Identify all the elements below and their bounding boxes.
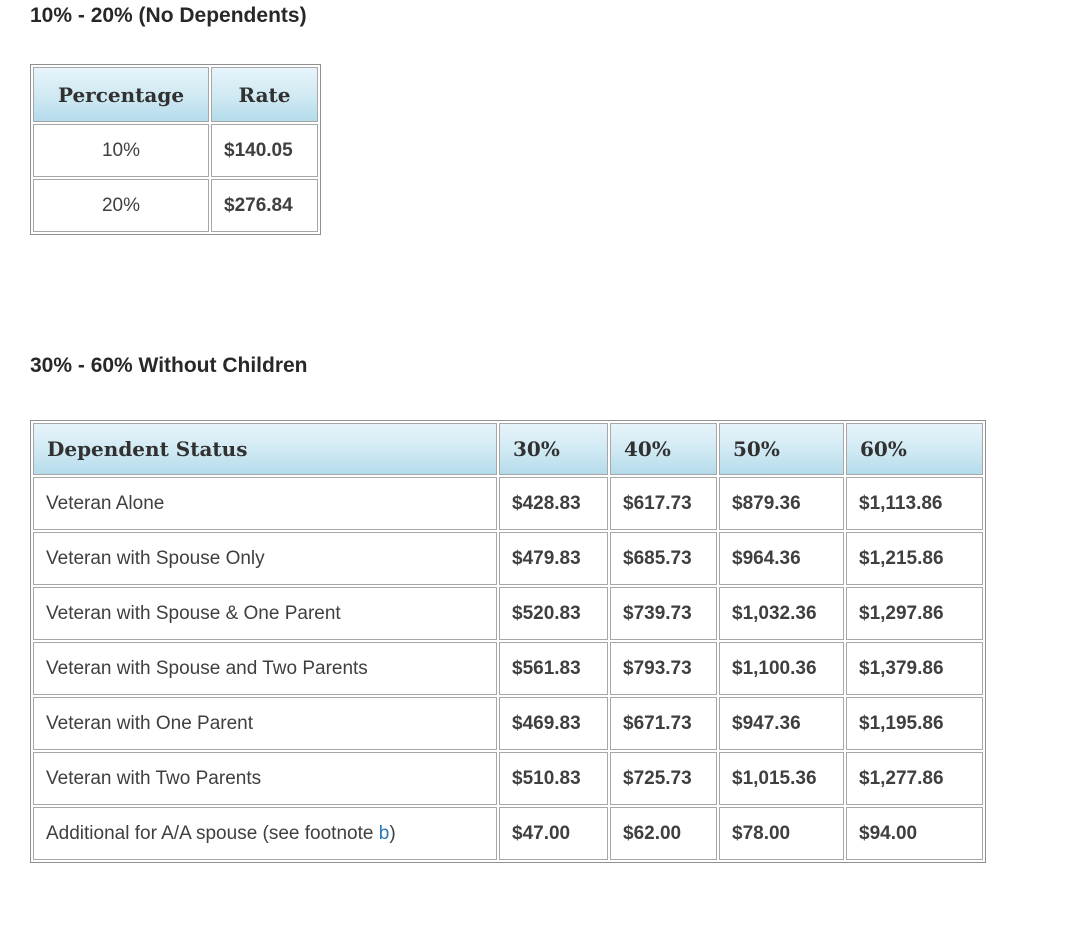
rate-cell-40: $671.73	[610, 697, 717, 750]
rate-cell-30: $561.83	[499, 642, 608, 695]
rate-cell-40: $739.73	[610, 587, 717, 640]
rate-cell-40: $793.73	[610, 642, 717, 695]
column-header-40: 40%	[610, 423, 717, 475]
rate-cell-30: $428.83	[499, 477, 608, 530]
rate-cell-60: $1,113.86	[846, 477, 983, 530]
column-header-percentage: Percentage	[33, 67, 209, 122]
rate-cell-60: $1,215.86	[846, 532, 983, 585]
rate-cell-50: $1,100.36	[719, 642, 844, 695]
rate-cell-40: $62.00	[610, 807, 717, 860]
table-row: Veteran with One Parent $469.83 $671.73 …	[33, 697, 983, 750]
rate-table-30-60: Dependent Status 30% 40% 50% 60% Veteran…	[30, 420, 986, 863]
rate-cell-40: $617.73	[610, 477, 717, 530]
rate-cell-50: $947.36	[719, 697, 844, 750]
dependent-status-cell: Veteran with One Parent	[33, 697, 497, 750]
table-row: Veteran with Spouse Only $479.83 $685.73…	[33, 532, 983, 585]
dependent-status-cell: Additional for A/A spouse (see footnote …	[33, 807, 497, 860]
rate-cell-50: $879.36	[719, 477, 844, 530]
rate-table-10-20: Percentage Rate 10% $140.05 20% $276.84	[30, 64, 321, 235]
rate-cell-40: $725.73	[610, 752, 717, 805]
rate-cell-50: $1,032.36	[719, 587, 844, 640]
section-10-20: 10% - 20% (No Dependents) Percentage Rat…	[30, 4, 1080, 235]
section-30-60: 30% - 60% Without Children Dependent Sta…	[30, 354, 1080, 863]
compensation-rates-page: 10% - 20% (No Dependents) Percentage Rat…	[30, 4, 1080, 863]
percentage-cell: 20%	[33, 179, 209, 232]
table-row: 10% $140.05	[33, 124, 318, 177]
footnote-row-label-suffix: )	[389, 822, 396, 844]
dependent-status-cell: Veteran with Two Parents	[33, 752, 497, 805]
footnote-row-label-prefix: Additional for A/A spouse (see footnote	[46, 822, 379, 844]
dependent-status-cell: Veteran with Spouse & One Parent	[33, 587, 497, 640]
rate-cell-60: $1,379.86	[846, 642, 983, 695]
rate-cell-30: $47.00	[499, 807, 608, 860]
table-row: Veteran with Spouse and Two Parents $561…	[33, 642, 983, 695]
header-row: Percentage Rate	[33, 67, 318, 122]
rate-cell-30: $520.83	[499, 587, 608, 640]
section-title-10-20: 10% - 20% (No Dependents)	[30, 4, 307, 27]
rate-cell: $276.84	[211, 179, 318, 232]
column-header-30: 30%	[499, 423, 608, 475]
rate-cell-40: $685.73	[610, 532, 717, 585]
table-row: Additional for A/A spouse (see footnote …	[33, 807, 983, 860]
dependent-status-cell: Veteran with Spouse and Two Parents	[33, 642, 497, 695]
table-row: 20% $276.84	[33, 179, 318, 232]
dependent-status-cell: Veteran Alone	[33, 477, 497, 530]
table-row: Veteran Alone $428.83 $617.73 $879.36 $1…	[33, 477, 983, 530]
rate-cell-60: $1,277.86	[846, 752, 983, 805]
header-row: Dependent Status 30% 40% 50% 60%	[33, 423, 983, 475]
section-title-30-60: 30% - 60% Without Children	[30, 354, 308, 377]
rate-cell: $140.05	[211, 124, 318, 177]
rate-cell-60: $1,195.86	[846, 697, 983, 750]
rate-cell-60: $94.00	[846, 807, 983, 860]
rate-cell-50: $78.00	[719, 807, 844, 860]
rate-cell-50: $1,015.36	[719, 752, 844, 805]
rate-cell-30: $510.83	[499, 752, 608, 805]
percentage-cell: 10%	[33, 124, 209, 177]
column-header-rate: Rate	[211, 67, 318, 122]
dependent-status-cell: Veteran with Spouse Only	[33, 532, 497, 585]
rate-cell-60: $1,297.86	[846, 587, 983, 640]
column-header-dependent-status: Dependent Status	[33, 423, 497, 475]
table-row: Veteran with Spouse & One Parent $520.83…	[33, 587, 983, 640]
footnote-b-link[interactable]: b	[378, 822, 390, 844]
column-header-50: 50%	[719, 423, 844, 475]
rate-cell-50: $964.36	[719, 532, 844, 585]
rate-cell-30: $469.83	[499, 697, 608, 750]
table-row: Veteran with Two Parents $510.83 $725.73…	[33, 752, 983, 805]
column-header-60: 60%	[846, 423, 983, 475]
rate-cell-30: $479.83	[499, 532, 608, 585]
